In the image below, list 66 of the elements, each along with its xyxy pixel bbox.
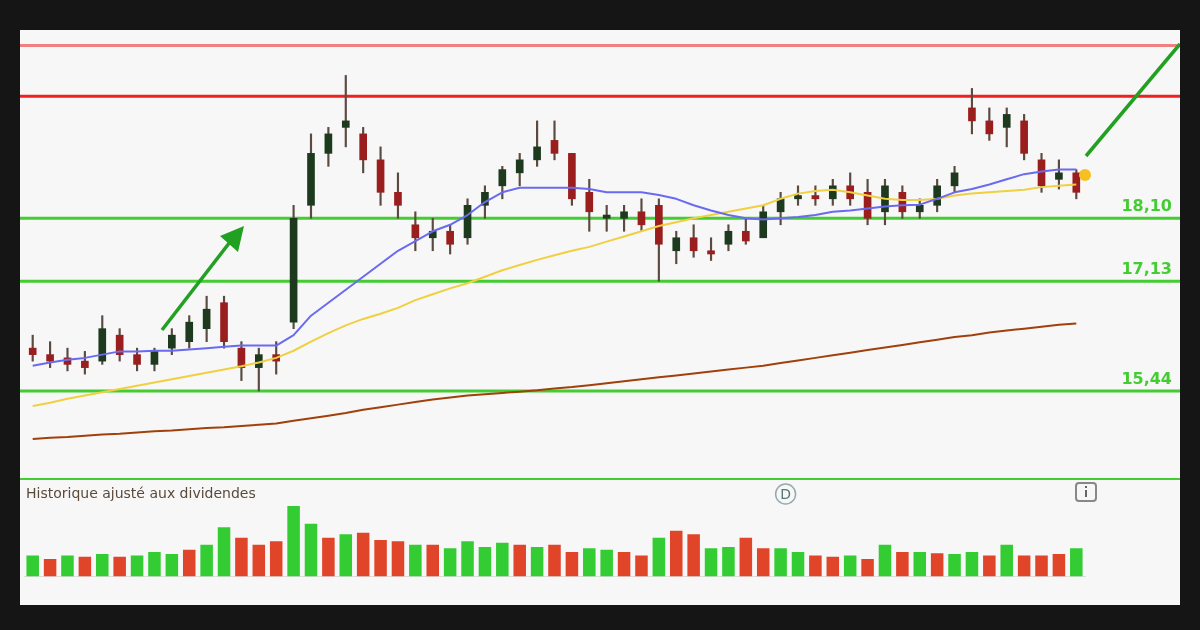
bar — [148, 551, 161, 577]
bar — [461, 541, 474, 577]
bar — [478, 546, 492, 577]
bar — [791, 551, 805, 577]
bar — [391, 541, 405, 577]
bar — [896, 551, 909, 577]
bar — [235, 537, 248, 577]
bar — [322, 537, 335, 577]
bar — [687, 534, 700, 577]
bar — [426, 544, 440, 577]
bar — [304, 523, 318, 577]
bar — [130, 555, 144, 577]
bar — [704, 548, 718, 577]
bar — [669, 530, 683, 577]
bar — [217, 527, 231, 577]
bar — [722, 546, 735, 577]
ref-line-label: 15,44 — [1121, 369, 1172, 389]
bar — [530, 546, 544, 577]
bar — [583, 548, 596, 577]
bar — [1070, 548, 1083, 577]
bar — [443, 548, 457, 577]
bar — [843, 555, 857, 577]
bar — [948, 554, 961, 577]
bar — [356, 532, 370, 577]
bar — [1000, 544, 1013, 577]
bar — [652, 537, 666, 577]
bar — [965, 551, 979, 577]
bar — [756, 548, 770, 577]
bar — [1052, 554, 1066, 577]
bar — [409, 544, 422, 577]
bar — [878, 544, 892, 577]
bar — [513, 544, 526, 577]
bar — [826, 556, 840, 577]
bar — [252, 544, 266, 577]
bar — [930, 553, 944, 577]
bar — [339, 534, 353, 577]
bar — [983, 555, 996, 577]
bar — [61, 555, 74, 577]
bar — [269, 541, 283, 577]
bar — [374, 539, 387, 577]
bar — [165, 554, 179, 577]
bar — [565, 551, 579, 577]
bar — [200, 544, 213, 577]
bar — [182, 549, 196, 577]
bar — [496, 542, 509, 577]
bar — [548, 544, 561, 577]
bar — [1035, 555, 1048, 577]
bar — [26, 555, 39, 577]
bar — [43, 558, 57, 577]
bar — [287, 506, 300, 577]
bar — [861, 558, 874, 577]
bar — [600, 549, 613, 577]
bar — [774, 548, 787, 577]
bar — [78, 556, 92, 577]
ref-line-label: 18,10 — [1121, 196, 1172, 216]
ref-line-label: 17,13 — [1121, 259, 1172, 279]
text: Historique ajusté aux dividendes — [26, 484, 256, 501]
bar — [913, 551, 927, 577]
bar — [96, 554, 109, 577]
bar — [113, 556, 126, 577]
bar — [809, 555, 822, 577]
text: D — [780, 485, 791, 502]
bar — [1017, 555, 1031, 577]
bar — [635, 555, 648, 577]
bar — [617, 551, 631, 577]
bar — [739, 537, 753, 577]
